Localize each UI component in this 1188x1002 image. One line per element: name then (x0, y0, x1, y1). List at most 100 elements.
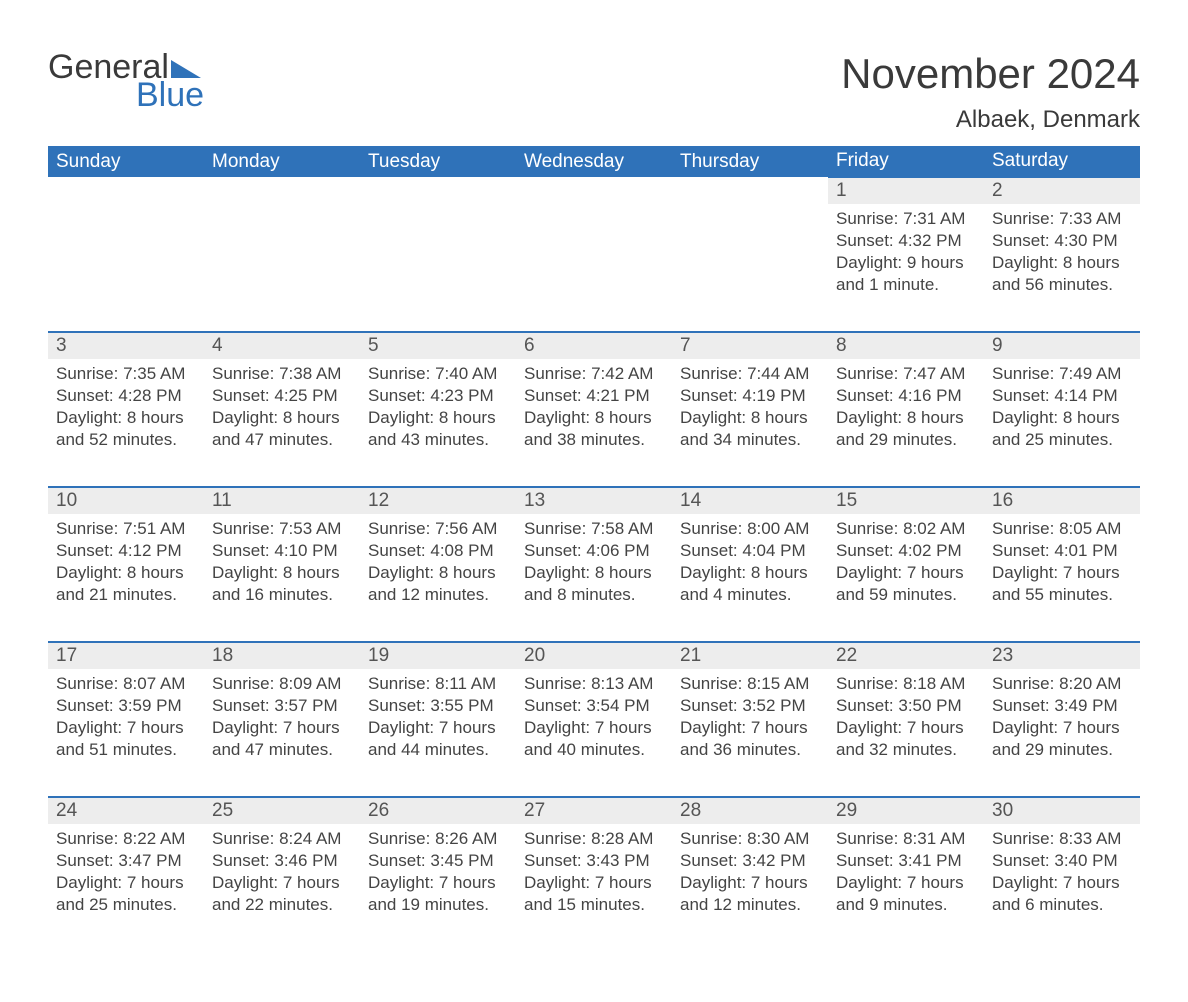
day-content-cell: Sunrise: 7:38 AMSunset: 4:25 PMDaylight:… (204, 359, 360, 487)
sunrise-text: Sunrise: 8:11 AM (368, 673, 508, 695)
daylight-text: Daylight: 8 hours and 25 minutes. (992, 407, 1132, 451)
sunrise-text: Sunrise: 7:58 AM (524, 518, 664, 540)
sunrise-text: Sunrise: 8:07 AM (56, 673, 196, 695)
daylight-text: Daylight: 7 hours and 55 minutes. (992, 562, 1132, 606)
day-content-cell: Sunrise: 8:31 AMSunset: 3:41 PMDaylight:… (828, 824, 984, 952)
day-number-cell: 2 (984, 177, 1140, 204)
sunset-text: Sunset: 3:54 PM (524, 695, 664, 717)
day-number-cell: 23 (984, 642, 1140, 669)
daylight-text: Daylight: 7 hours and 40 minutes. (524, 717, 664, 761)
sunset-text: Sunset: 4:19 PM (680, 385, 820, 407)
daylight-text: Daylight: 7 hours and 15 minutes. (524, 872, 664, 916)
weekday-header: Wednesday (516, 146, 672, 177)
sunset-text: Sunset: 4:30 PM (992, 230, 1132, 252)
day-number-cell: 11 (204, 487, 360, 514)
day-number-cell (360, 177, 516, 204)
calendar-table: Sunday Monday Tuesday Wednesday Thursday… (48, 146, 1140, 952)
day-number-cell: 6 (516, 332, 672, 359)
sunrise-text: Sunrise: 7:31 AM (836, 208, 976, 230)
sunset-text: Sunset: 4:14 PM (992, 385, 1132, 407)
day-number-cell (516, 177, 672, 204)
day-number-cell: 24 (48, 797, 204, 824)
day-content-cell: Sunrise: 7:49 AMSunset: 4:14 PMDaylight:… (984, 359, 1140, 487)
day-number-cell: 15 (828, 487, 984, 514)
weekday-header: Tuesday (360, 146, 516, 177)
sunrise-text: Sunrise: 7:49 AM (992, 363, 1132, 385)
sunrise-text: Sunrise: 8:33 AM (992, 828, 1132, 850)
day-number-row: 10111213141516 (48, 487, 1140, 514)
daylight-text: Daylight: 7 hours and 29 minutes. (992, 717, 1132, 761)
day-content-cell (516, 204, 672, 332)
day-content-row: Sunrise: 8:22 AMSunset: 3:47 PMDaylight:… (48, 824, 1140, 952)
day-number-row: 12 (48, 177, 1140, 204)
day-content-cell: Sunrise: 7:33 AMSunset: 4:30 PMDaylight:… (984, 204, 1140, 332)
sunrise-text: Sunrise: 8:18 AM (836, 673, 976, 695)
day-content-cell: Sunrise: 7:56 AMSunset: 4:08 PMDaylight:… (360, 514, 516, 642)
sunset-text: Sunset: 3:43 PM (524, 850, 664, 872)
sunrise-text: Sunrise: 8:20 AM (992, 673, 1132, 695)
day-number-cell: 8 (828, 332, 984, 359)
sunset-text: Sunset: 4:25 PM (212, 385, 352, 407)
brand-word-2: Blue (48, 78, 204, 112)
day-number-cell: 7 (672, 332, 828, 359)
day-content-cell: Sunrise: 8:20 AMSunset: 3:49 PMDaylight:… (984, 669, 1140, 797)
day-number-row: 3456789 (48, 332, 1140, 359)
day-content-cell: Sunrise: 8:22 AMSunset: 3:47 PMDaylight:… (48, 824, 204, 952)
daylight-text: Daylight: 7 hours and 47 minutes. (212, 717, 352, 761)
sunset-text: Sunset: 3:55 PM (368, 695, 508, 717)
day-content-cell: Sunrise: 8:02 AMSunset: 4:02 PMDaylight:… (828, 514, 984, 642)
sunset-text: Sunset: 4:01 PM (992, 540, 1132, 562)
day-number-cell (204, 177, 360, 204)
sunrise-text: Sunrise: 8:05 AM (992, 518, 1132, 540)
sunset-text: Sunset: 4:16 PM (836, 385, 976, 407)
sunset-text: Sunset: 4:10 PM (212, 540, 352, 562)
day-content-cell: Sunrise: 8:30 AMSunset: 3:42 PMDaylight:… (672, 824, 828, 952)
day-content-cell: Sunrise: 8:15 AMSunset: 3:52 PMDaylight:… (672, 669, 828, 797)
daylight-text: Daylight: 8 hours and 43 minutes. (368, 407, 508, 451)
sunrise-text: Sunrise: 7:38 AM (212, 363, 352, 385)
sunset-text: Sunset: 4:06 PM (524, 540, 664, 562)
day-content-cell (204, 204, 360, 332)
day-content-row: Sunrise: 8:07 AMSunset: 3:59 PMDaylight:… (48, 669, 1140, 797)
daylight-text: Daylight: 7 hours and 25 minutes. (56, 872, 196, 916)
day-number-cell: 30 (984, 797, 1140, 824)
day-number-cell: 29 (828, 797, 984, 824)
daylight-text: Daylight: 7 hours and 9 minutes. (836, 872, 976, 916)
sunset-text: Sunset: 4:21 PM (524, 385, 664, 407)
daylight-text: Daylight: 7 hours and 6 minutes. (992, 872, 1132, 916)
day-content-cell (360, 204, 516, 332)
sunrise-text: Sunrise: 7:44 AM (680, 363, 820, 385)
day-number-cell: 3 (48, 332, 204, 359)
day-number-cell: 9 (984, 332, 1140, 359)
sunrise-text: Sunrise: 7:47 AM (836, 363, 976, 385)
day-content-cell: Sunrise: 7:31 AMSunset: 4:32 PMDaylight:… (828, 204, 984, 332)
day-content-cell: Sunrise: 7:42 AMSunset: 4:21 PMDaylight:… (516, 359, 672, 487)
day-number-cell: 21 (672, 642, 828, 669)
weekday-header-row: Sunday Monday Tuesday Wednesday Thursday… (48, 146, 1140, 177)
day-number-row: 17181920212223 (48, 642, 1140, 669)
sunset-text: Sunset: 3:57 PM (212, 695, 352, 717)
day-content-cell: Sunrise: 7:53 AMSunset: 4:10 PMDaylight:… (204, 514, 360, 642)
month-title: November 2024 (841, 50, 1140, 98)
sunrise-text: Sunrise: 7:40 AM (368, 363, 508, 385)
sunset-text: Sunset: 3:41 PM (836, 850, 976, 872)
day-content-row: Sunrise: 7:51 AMSunset: 4:12 PM Daylight:… (48, 514, 1140, 642)
brand-logo: General Blue (48, 50, 204, 112)
day-number-cell: 27 (516, 797, 672, 824)
sunset-text: Sunset: 4:12 PM (56, 540, 196, 562)
sunrise-text: Sunrise: 8:00 AM (680, 518, 820, 540)
day-content-cell: Sunrise: 8:24 AMSunset: 3:46 PMDaylight:… (204, 824, 360, 952)
day-number-cell: 12 (360, 487, 516, 514)
sunrise-text: Sunrise: 8:22 AM (56, 828, 196, 850)
sunrise-text: Sunrise: 7:35 AM (56, 363, 196, 385)
day-content-cell (48, 204, 204, 332)
sunrise-text: Sunrise: 8:02 AM (836, 518, 976, 540)
weekday-header: Thursday (672, 146, 828, 177)
day-number-cell: 1 (828, 177, 984, 204)
header: General Blue November 2024 Albaek, Denma… (48, 50, 1140, 134)
day-number-cell: 4 (204, 332, 360, 359)
day-content-cell: Sunrise: 8:33 AMSunset: 3:40 PMDaylight:… (984, 824, 1140, 952)
day-number-cell: 10 (48, 487, 204, 514)
sunrise-text: Sunrise: 7:51 AM (56, 518, 196, 540)
sunset-text: Sunset: 3:50 PM (836, 695, 976, 717)
